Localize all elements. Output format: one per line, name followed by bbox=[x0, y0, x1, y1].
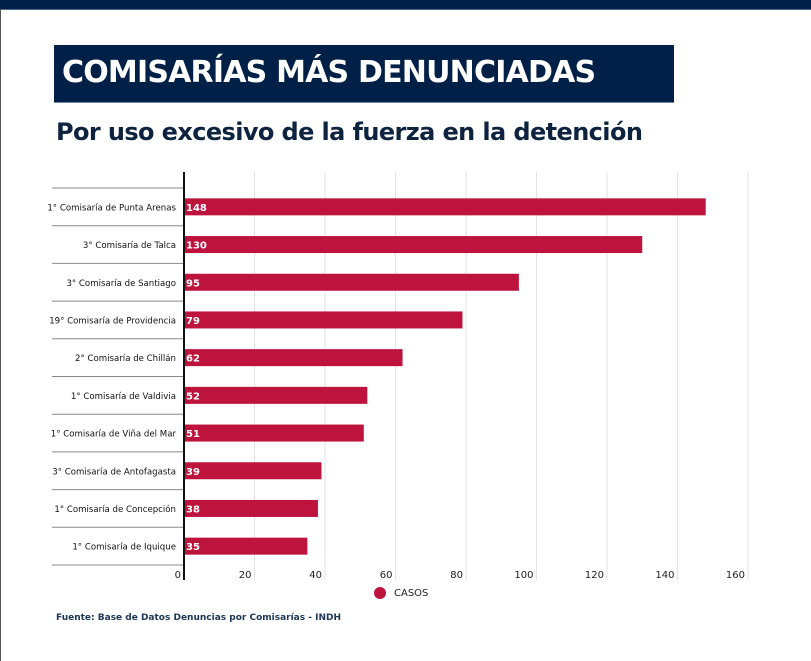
x-tick-label: 60 bbox=[380, 570, 393, 581]
x-tick-label: 0 bbox=[175, 570, 181, 581]
data-label: 62 bbox=[186, 354, 200, 365]
chart-subtitle: Por uso excesivo de la fuerza en la dete… bbox=[56, 118, 643, 146]
category-label: 1° Comisaría de Iquique bbox=[72, 543, 176, 553]
category-rows: 1° Comisaría de Punta Arenas 3° Comisaría… bbox=[47, 187, 184, 566]
category-label: 3° Comisaría de Antofagasta bbox=[52, 467, 176, 477]
x-tick-label: 100 bbox=[514, 570, 533, 581]
top-bar bbox=[0, 0, 811, 10]
bars: 148 130 95 79 62 52 51 39 38 35 bbox=[184, 198, 706, 555]
category-label: 1° Comisaría de Viña del Mar bbox=[51, 430, 177, 440]
legend-label: CASOS bbox=[394, 587, 429, 599]
gridlines bbox=[254, 172, 749, 580]
category-label: 3° Comisaría de Santiago bbox=[66, 279, 176, 289]
category-label: 2° Comisaría de Chillán bbox=[75, 354, 176, 364]
source-note: Fuente: Base de Datos Denuncias por Comi… bbox=[56, 613, 341, 623]
x-tick-label: 40 bbox=[309, 570, 322, 581]
x-tick-label: 20 bbox=[239, 570, 252, 581]
bar bbox=[184, 424, 364, 442]
bar bbox=[184, 198, 706, 216]
x-axis-ticks: 0 20 40 60 80 100 120 140 160 bbox=[175, 570, 745, 581]
legend-marker bbox=[374, 587, 386, 599]
category-label: 19° Comisaría de Providencia bbox=[49, 316, 176, 326]
title-banner: COMISARÍAS MÁS DENUNCIADAS bbox=[54, 45, 674, 103]
x-tick-label: 80 bbox=[450, 570, 463, 581]
x-tick-label: 140 bbox=[655, 570, 674, 581]
bar bbox=[184, 537, 308, 555]
data-label: 52 bbox=[186, 391, 200, 402]
bar bbox=[184, 349, 403, 367]
data-label: 79 bbox=[186, 316, 200, 327]
x-tick-label: 120 bbox=[585, 570, 604, 581]
left-border bbox=[0, 9, 1, 661]
legend: CASOS bbox=[374, 587, 428, 599]
chart-title: COMISARÍAS MÁS DENUNCIADAS bbox=[62, 55, 596, 90]
x-tick-label: 160 bbox=[726, 570, 745, 581]
data-label: 38 bbox=[186, 504, 200, 515]
bar bbox=[184, 273, 519, 291]
category-label: 3° Comisaría de Talca bbox=[83, 241, 176, 251]
data-label: 51 bbox=[186, 429, 200, 440]
category-label: 1° Comisaría de Valdivia bbox=[71, 392, 176, 402]
bar bbox=[184, 311, 463, 329]
data-label: 148 bbox=[186, 203, 207, 214]
data-label: 130 bbox=[186, 241, 207, 252]
bar bbox=[184, 236, 643, 254]
data-label: 95 bbox=[186, 278, 200, 289]
category-label: 1° Comisaría de Punta Arenas bbox=[47, 203, 176, 213]
category-label: 1° Comisaría de Concepción bbox=[54, 504, 176, 515]
bar bbox=[184, 462, 322, 480]
data-label: 39 bbox=[186, 467, 200, 478]
data-label: 35 bbox=[186, 542, 200, 553]
bar bbox=[184, 386, 368, 404]
bar bbox=[184, 499, 318, 517]
